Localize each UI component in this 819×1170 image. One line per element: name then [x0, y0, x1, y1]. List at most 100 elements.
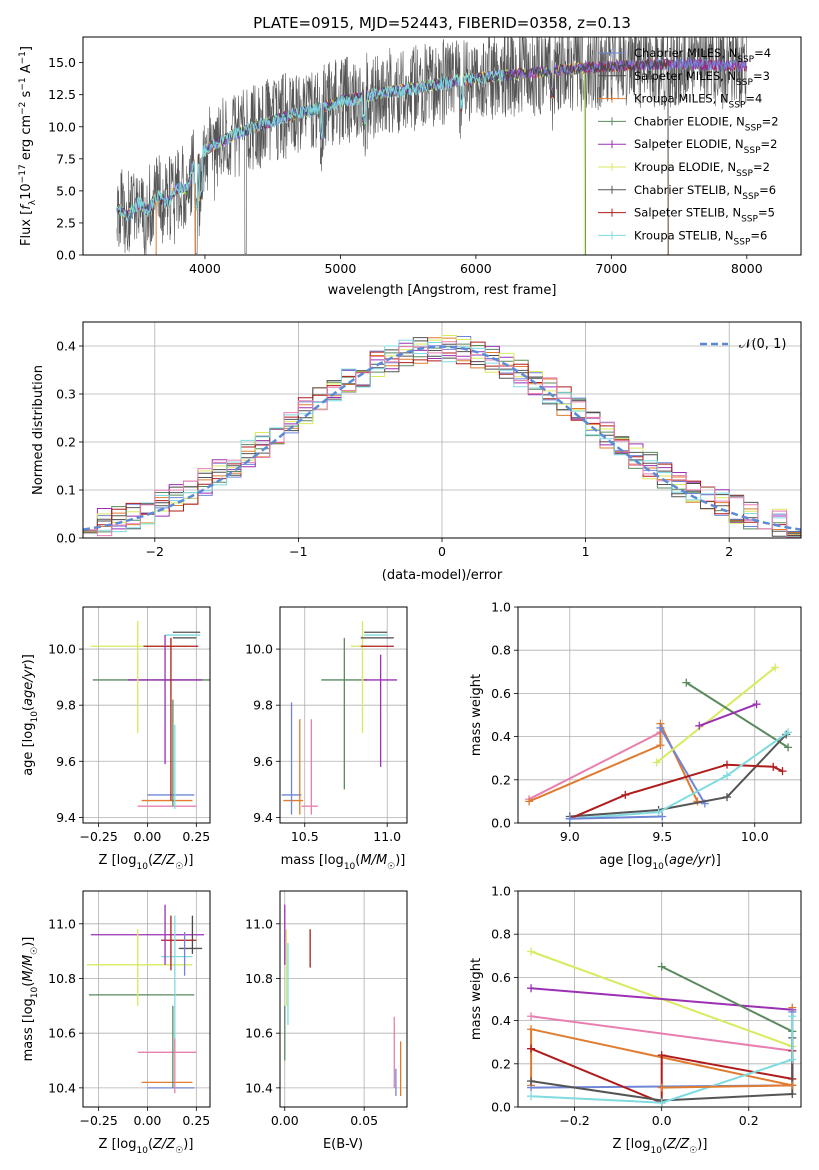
label-part: Flux [	[19, 210, 34, 246]
y-tick-label: 0.3	[56, 387, 76, 402]
label-part: SSP	[736, 78, 753, 88]
label-part: s	[19, 90, 34, 101]
legend-label: Chabrier MILES, NSSP=4	[634, 46, 771, 65]
y-tick-label: 2.5	[56, 215, 76, 230]
label-part: ☉	[689, 1146, 697, 1156]
label-part: Kroupa ELODIE, N	[634, 160, 736, 174]
label-part: =6	[750, 228, 767, 242]
y-axis-label: Normed distribution	[31, 365, 46, 495]
label-part: SSP	[745, 123, 762, 133]
chart-title: PLATE=0915, MJD=52443, FIBERID=0358, z=0…	[253, 14, 631, 32]
plot-area	[280, 891, 407, 1107]
label-part: )]	[697, 1137, 707, 1152]
axes-frame	[82, 36, 802, 256]
y-tick-label: 9.6	[56, 754, 76, 769]
y-tick-label: 0.2	[491, 1056, 511, 1071]
label-part: f	[19, 203, 34, 210]
y-tick-label: 10.6	[48, 1026, 76, 1041]
label-part: age/yr	[669, 853, 712, 868]
chart-0: 4000 5000 6000 7000 8000 0.0 2.5 5.0 7.5 10.0 12.5…	[18, 14, 802, 298]
label-part: SSP	[729, 101, 746, 111]
series-line	[661, 1084, 793, 1089]
label-part: 10	[30, 986, 40, 998]
y-tick-label: 10.0	[48, 642, 76, 657]
x-axis-label: Z [log10(Z/Z☉)]	[613, 1137, 708, 1156]
series-line	[661, 965, 793, 1033]
y-axis-label: mass [log10(M/M☉)]	[21, 937, 40, 1062]
label-part: −2	[18, 102, 28, 115]
y-axis-label: mass weight	[469, 674, 484, 756]
label-part: (	[148, 1137, 153, 1152]
label-part: ☉	[387, 862, 395, 872]
y-tick-label: 15.0	[48, 55, 76, 70]
data-point	[769, 762, 778, 771]
label-part: =2	[753, 160, 770, 174]
label-part: Salpeter STELIB, N	[634, 206, 741, 220]
x-tick-label: 0.00	[134, 1113, 162, 1128]
label-part: 10	[344, 862, 356, 872]
y-tick-label: 7.5	[56, 151, 76, 166]
legend: 𝒩(0, 1)	[700, 337, 786, 352]
series-line	[656, 666, 776, 764]
y-tick-label: 0.4	[491, 729, 511, 744]
y-tick-label: 0.0	[56, 531, 76, 546]
x-tick-label: 7000	[595, 261, 627, 276]
label-part: )]	[21, 937, 36, 947]
legend-label: Kroupa STELIB, NSSP=6	[634, 228, 767, 247]
data-point	[752, 700, 761, 709]
y-tick-label: 10.4	[48, 1080, 76, 1095]
x-tick-label: 4000	[189, 261, 221, 276]
axes-frame	[82, 321, 802, 539]
data-point	[784, 743, 793, 752]
x-axis-label: (data-model)/error	[382, 568, 503, 583]
legend-label: Kroupa ELODIE, NSSP=2	[634, 160, 770, 179]
y-tick-label: 9.6	[253, 754, 273, 769]
data-point	[527, 947, 536, 956]
data-point	[527, 1092, 536, 1101]
label-part: Chabrier MILES, N	[634, 46, 737, 60]
axes-frame	[82, 890, 211, 1108]
x-tick-label: 9.0	[560, 829, 580, 844]
data-point	[658, 812, 667, 821]
label-part: 10	[650, 1146, 662, 1156]
label-part: SSP	[737, 55, 754, 65]
data-point	[784, 728, 793, 737]
y-tick-label: 0.0	[491, 816, 511, 831]
x-tick-label: 0.2	[739, 1113, 759, 1128]
spectrum-line	[116, 69, 504, 221]
label-part: A	[19, 64, 34, 77]
label-part: mass [log	[21, 998, 36, 1061]
x-tick-label: 1	[582, 544, 590, 559]
data-point	[527, 1012, 536, 1021]
axes-frame	[517, 606, 802, 824]
label-part: ☉	[30, 947, 40, 955]
x-tick-label: 8000	[731, 261, 763, 276]
y-tick-label: 1.0	[491, 600, 511, 615]
label-part: −1	[18, 77, 28, 90]
x-tick-label: 0.05	[350, 1113, 378, 1128]
y-tick-label: 11.0	[245, 916, 273, 931]
spectrum-line	[116, 62, 585, 255]
y-tick-label: 0.4	[491, 1013, 511, 1028]
label-part: 10	[652, 862, 664, 872]
label-part: (0, 1)	[751, 337, 786, 352]
y-tick-label: 9.4	[253, 810, 273, 825]
label-part: −17	[18, 164, 28, 183]
data-point	[621, 790, 630, 799]
spectrum-line	[116, 37, 747, 255]
data-point	[778, 767, 787, 776]
data-point	[723, 760, 732, 769]
plot-area	[280, 607, 407, 823]
label-part: SSP	[742, 192, 759, 202]
data-point	[654, 808, 663, 817]
label-part: Kroupa MILES, N	[634, 92, 729, 106]
label-part: SSP	[736, 169, 753, 179]
label-part: )]	[183, 853, 193, 868]
chart-2: −0.25 0.00 0.259.49.69.810.0Z [log10(Z/Z☉)…	[21, 606, 211, 872]
x-tick-label: 10.5	[291, 829, 319, 844]
x-tick-label: −0.25	[79, 829, 117, 844]
x-axis-label: age [log10(age/yr)]	[599, 853, 721, 872]
label-part: Chabrier ELODIE, N	[634, 114, 745, 128]
x-axis-label: E(B-V)	[323, 1137, 363, 1152]
